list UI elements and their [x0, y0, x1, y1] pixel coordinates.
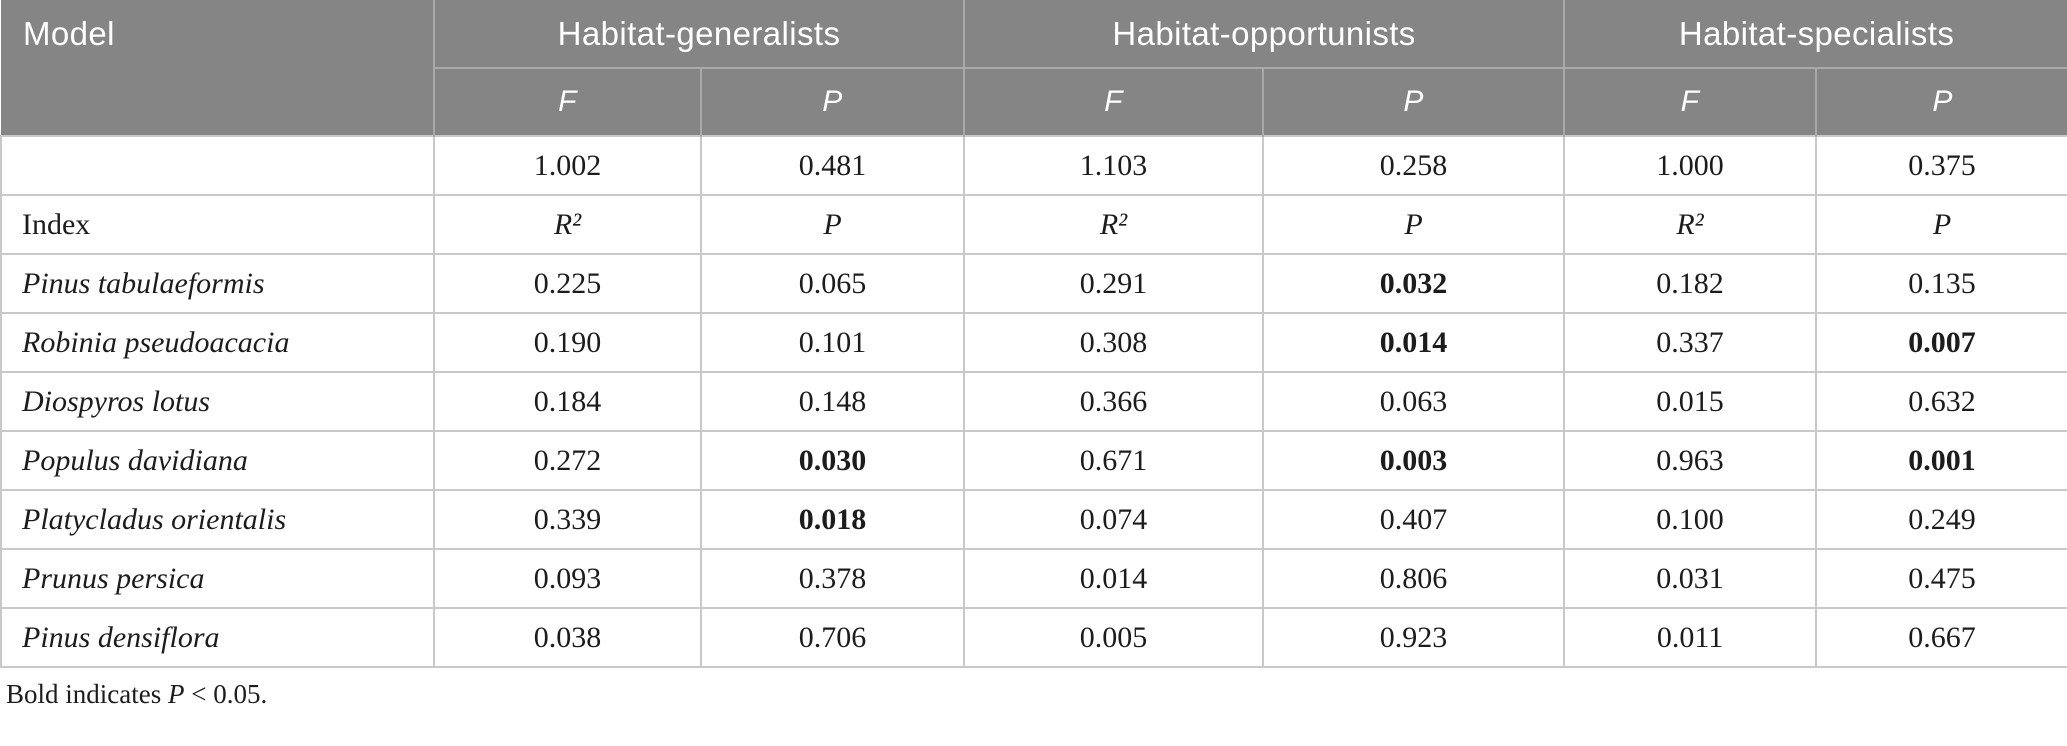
value-cell: 1.002: [433, 135, 702, 196]
table-row: Diospyros lotus 0.184 0.148 0.366 0.063 0.015…: [0, 371, 2067, 432]
value-cell: 0.005: [963, 607, 1265, 668]
value-cell: P: [699, 194, 966, 255]
value-cell: 0.632: [1815, 371, 2067, 432]
value-cell: 0.014: [1262, 312, 1566, 373]
sub-header-p-opportunists: P: [1262, 68, 1565, 136]
sub-header-row: F P F P F P: [1, 68, 2067, 136]
value-cell: 0.030: [699, 430, 966, 491]
value-cell: 0.038: [433, 607, 702, 668]
value-cell: 0.100: [1563, 489, 1818, 550]
sub-header-f-opportunists: F: [963, 68, 1264, 136]
value-cell: 0.065: [699, 253, 966, 314]
value-cell: P: [1262, 194, 1566, 255]
value-cell: 0.249: [1815, 489, 2067, 550]
value-cell: 0.074: [963, 489, 1265, 550]
value-cell: 0.015: [1563, 371, 1818, 432]
table-header: Model Habitat-generalists Habitat-opport…: [1, 0, 2067, 136]
value-cell: 0.407: [1262, 489, 1566, 550]
table-footnote: Bold indicates P < 0.05.: [6, 679, 2067, 710]
value-cell: 0.806: [1262, 548, 1566, 609]
value-cell: 0.018: [699, 489, 966, 550]
value-cell: 0.184: [433, 371, 702, 432]
table-row: Robinia pseudoacacia 0.190 0.101 0.308 0.014…: [0, 312, 2067, 373]
value-cell: 0.063: [1262, 371, 1566, 432]
table-row: Pinus tabulaeformis 0.225 0.065 0.291 0.032 0…: [0, 253, 2067, 314]
table-row: Prunus persica 0.093 0.378 0.014 0.806 0.031 0…: [0, 548, 2067, 609]
group-header-habitat-opportunists: Habitat-opportunists: [963, 0, 1565, 69]
group-header-row: Model Habitat-generalists Habitat-opport…: [1, 0, 2067, 136]
value-cell: 1.000: [1563, 135, 1818, 196]
footnote-text-suffix: < 0.05.: [184, 679, 268, 709]
row-label: [0, 135, 435, 196]
sub-header-p-specialists: P: [1815, 68, 2067, 136]
row-label: Pinus tabulaeformis: [0, 253, 435, 314]
value-cell: R²: [433, 194, 702, 255]
value-cell: 0.366: [963, 371, 1265, 432]
value-cell: 0.190: [433, 312, 702, 373]
row-label: Platycladus orientalis: [0, 489, 435, 550]
table-row: Populus davidiana 0.272 0.030 0.671 0.003 0.9…: [0, 430, 2067, 491]
value-cell: 0.272: [433, 430, 702, 491]
value-cell: 0.032: [1262, 253, 1566, 314]
value-cell: 0.225: [433, 253, 702, 314]
row-label: Index: [0, 194, 435, 255]
value-cell: 1.103: [963, 135, 1265, 196]
value-cell: 0.031: [1563, 548, 1818, 609]
value-cell: R²: [1563, 194, 1818, 255]
value-cell: 0.963: [1563, 430, 1818, 491]
value-cell: 0.003: [1262, 430, 1566, 491]
results-table: Model Habitat-generalists Habitat-opport…: [0, 0, 2067, 668]
value-cell: 0.101: [699, 312, 966, 373]
value-cell: R²: [963, 194, 1265, 255]
value-cell: 0.337: [1563, 312, 1818, 373]
value-cell: 0.135: [1815, 253, 2067, 314]
footnote-p-symbol: P: [167, 679, 185, 709]
row-label: Prunus persica: [0, 548, 435, 609]
value-cell: 0.475: [1815, 548, 2067, 609]
value-cell: 0.001: [1815, 430, 2067, 491]
value-cell: 0.007: [1815, 312, 2067, 373]
value-cell: 0.014: [963, 548, 1265, 609]
value-cell: 0.148: [699, 371, 966, 432]
sub-header-f-generalists: F: [433, 68, 701, 136]
row-label: Diospyros lotus: [0, 371, 435, 432]
value-cell: 0.378: [699, 548, 966, 609]
table-row: Pinus densiflora 0.038 0.706 0.005 0.923 0.01…: [0, 607, 2067, 668]
value-cell: 0.011: [1563, 607, 1818, 668]
row-label: Robinia pseudoacacia: [0, 312, 435, 373]
sub-header-f-specialists: F: [1563, 68, 1817, 136]
value-cell: 0.671: [963, 430, 1265, 491]
value-cell: 0.093: [433, 548, 702, 609]
value-cell: 0.308: [963, 312, 1265, 373]
col-header-model: Model: [1, 0, 434, 136]
value-cell: 0.481: [699, 135, 966, 196]
table-row: 1.002 0.481 1.103 0.258 1.000 0.375: [0, 135, 2067, 196]
group-header-habitat-generalists: Habitat-generalists: [432, 0, 965, 69]
value-cell: 0.375: [1815, 135, 2067, 196]
footnote-text-prefix: Bold indicates: [6, 679, 168, 709]
value-cell: 0.258: [1262, 135, 1566, 196]
value-cell: 0.667: [1815, 607, 2067, 668]
value-cell: 0.182: [1563, 253, 1818, 314]
sub-header-p-generalists: P: [699, 68, 965, 136]
value-cell: 0.706: [699, 607, 966, 668]
group-header-habitat-specialists: Habitat-specialists: [1563, 0, 2067, 69]
table-row: Index R² P R² P R² P: [0, 194, 2067, 255]
row-label: Populus davidiana: [0, 430, 435, 491]
value-cell: 0.291: [963, 253, 1265, 314]
row-label: Pinus densiflora: [0, 607, 435, 668]
value-cell: 0.923: [1262, 607, 1566, 668]
table-row: Platycladus orientalis 0.339 0.018 0.074 0.4…: [0, 489, 2067, 550]
value-cell: 0.339: [433, 489, 702, 550]
value-cell: P: [1815, 194, 2067, 255]
table-body: 1.002 0.481 1.103 0.258 1.000 0.375 Index R² P R²…: [0, 135, 2067, 668]
